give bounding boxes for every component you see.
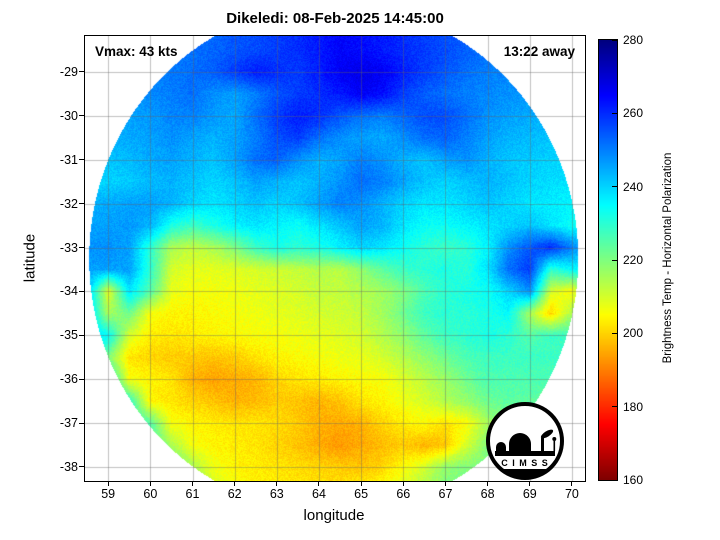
colorbar-tick-label: 160 [623,473,644,487]
colorbar-tick-mark [612,332,617,334]
x-tick-label: 59 [101,487,116,501]
y-tick-label: -38 [59,459,78,474]
x-tick-label: 61 [185,487,200,501]
x-tick-mark [529,482,531,486]
x-tick-mark [192,482,193,486]
y-tick-mark [79,115,84,117]
x-tick-label: 70 [564,487,579,501]
logo-text: C I M S S [501,458,549,468]
y-tick-mark [79,378,84,380]
y-tick-label: -32 [59,196,78,211]
y-tick-mark [79,159,84,161]
y-tick-mark [79,203,84,205]
colorbar-tick-label: 180 [623,399,644,414]
colorbar-tick-mark [612,479,617,481]
colorbar-tick-label: 200 [623,326,644,341]
x-tick-label: 64 [312,487,326,501]
x-tick-label: 69 [522,487,537,501]
y-tick-mark [79,290,84,292]
y-tick-label: -37 [59,416,78,431]
x-axis-label: longitude [303,507,365,524]
colorbar-tick-label: 260 [623,106,644,121]
x-tick-mark [234,482,236,486]
colorbar [598,39,618,481]
y-tick-label: -34 [59,284,78,299]
x-tick-mark [276,482,278,486]
x-tick-mark [107,482,109,486]
y-tick-label: -30 [59,108,78,123]
x-tick-mark [571,482,573,486]
x-tick-label: 63 [269,487,284,501]
x-tick-mark [149,482,151,486]
colorbar-tick-mark [612,112,617,114]
y-tick-label: -31 [59,152,78,167]
colorbar-label: Brightness Temp - Horizontal Polarizatio… [662,152,674,364]
y-tick-label: -35 [59,328,78,343]
time-away-label: 13:22 away [503,44,575,59]
vmax-label: Vmax: 43 kts [95,44,178,59]
colorbar-tick-mark [612,186,617,188]
colorbar-tick-label: 280 [623,33,644,47]
y-tick-label: -33 [59,240,78,255]
x-tick-label: 67 [438,487,453,501]
x-tick-label: 68 [480,487,495,501]
x-tick-label: 62 [227,487,242,501]
y-tick-label: -36 [59,372,78,387]
y-tick-mark [79,422,84,424]
plot-title: Dikeledi: 08-Feb-2025 14:45:00 [226,10,444,27]
colorbar-tick-mark [612,259,617,261]
y-tick-mark [79,334,84,336]
y-tick-label: -29 [59,64,78,79]
colorbar-tick-mark [612,39,617,41]
colorbar-tick-label: 220 [623,253,644,267]
y-axis-label: latitude [21,233,39,283]
heatmap-canvas [85,36,585,481]
y-tick-mark [79,71,84,73]
x-tick-mark [402,482,404,486]
x-tick-mark [444,482,446,486]
logo-silhouette [495,429,557,479]
x-tick-label: 66 [396,487,411,501]
x-tick-label: 60 [143,487,158,501]
x-tick-mark [318,482,320,486]
x-tick-mark [487,482,489,486]
y-tick-mark [79,466,84,468]
x-tick-mark [360,482,362,486]
cimss-logo: C I M S S [486,402,564,480]
y-tick-mark [79,247,84,249]
plot-area: Vmax: 43 kts 13:22 away C I M S S [84,35,586,482]
x-tick-label: 65 [354,487,369,501]
colorbar-tick-mark [612,406,617,408]
colorbar-tick-label: 240 [623,179,644,194]
